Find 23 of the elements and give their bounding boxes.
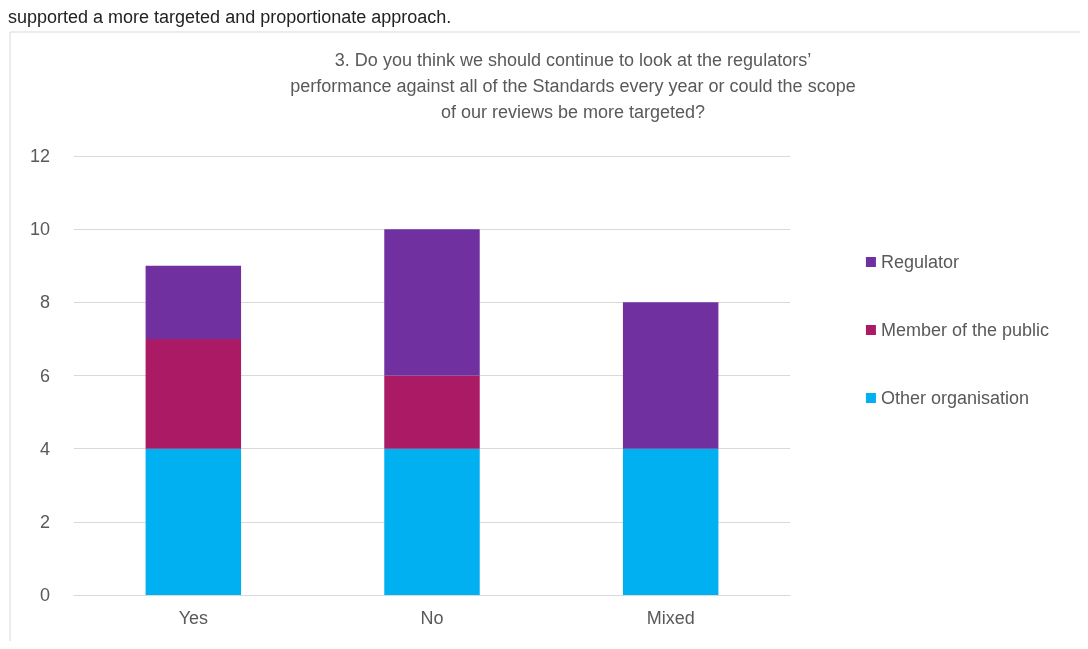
legend-label: Other organisation [880, 388, 1030, 408]
x-tick-label: Yes [178, 608, 209, 628]
y-tick-label: 0 [39, 585, 50, 605]
y-tick-label: 8 [39, 292, 50, 313]
bar [145, 338, 242, 449]
x-tick-label: Mixed [646, 608, 695, 628]
bar [384, 375, 480, 449]
legend-label: Member of the public [880, 320, 1050, 340]
chart-title: 3. Do you think we should continue to look at the regulators’ performance against all of the Standards every year or could the scope of our reviews be more targeted? [290, 50, 856, 122]
bar [622, 302, 719, 449]
bar [145, 448, 242, 595]
y-tick-label: 10 [29, 219, 50, 240]
y-tick-label: 2 [39, 511, 50, 532]
y-tick-label: 6 [39, 365, 50, 386]
x-tick-label: No [420, 608, 444, 628]
bar [384, 448, 480, 595]
legend-label: Regulator [880, 252, 959, 272]
bar [622, 448, 719, 595]
y-tick-label: 4 [39, 438, 50, 459]
text: supported a more targeted and proportionate approach. [8, 7, 452, 27]
bar [384, 229, 480, 376]
y-tick-label: 12 [29, 146, 50, 166]
bar [145, 265, 242, 339]
